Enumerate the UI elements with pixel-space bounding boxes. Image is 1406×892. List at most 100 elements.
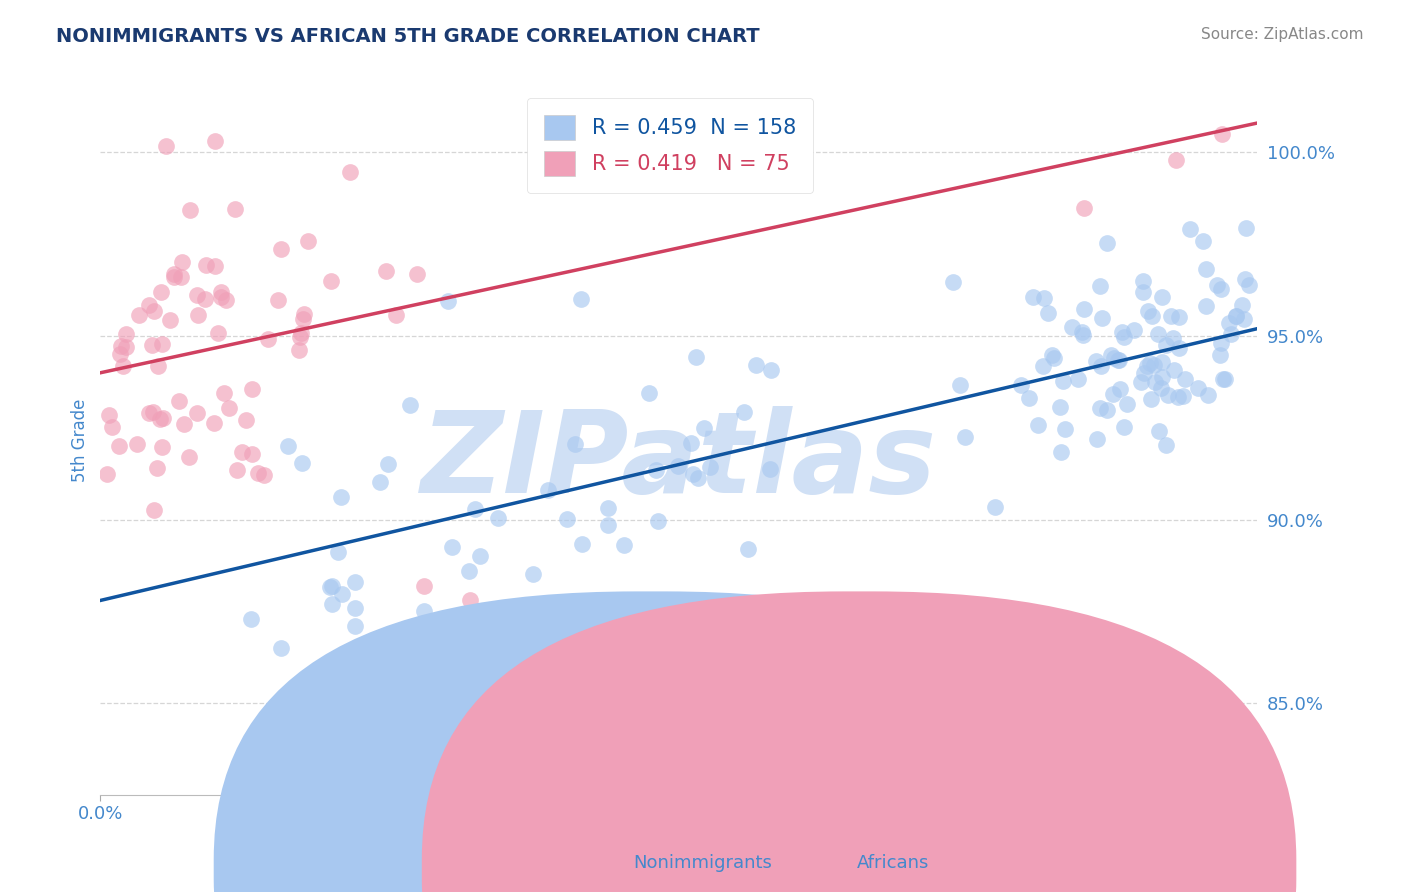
Point <box>1171 388 1194 402</box>
Point <box>1108 352 1130 367</box>
Point <box>571 537 593 551</box>
Point <box>1218 316 1240 330</box>
Point <box>149 411 172 425</box>
Point <box>1237 278 1260 293</box>
Point <box>1161 331 1184 345</box>
Point <box>1032 291 1054 305</box>
Point <box>1112 330 1135 344</box>
Point <box>239 612 262 626</box>
Point <box>288 330 311 344</box>
Point <box>949 378 972 392</box>
Point <box>292 307 315 321</box>
Point <box>436 674 458 689</box>
Point <box>1209 336 1232 351</box>
Point <box>596 500 619 515</box>
Point <box>1091 310 1114 325</box>
Point <box>240 447 263 461</box>
Point <box>1109 382 1132 396</box>
Point <box>1099 348 1122 362</box>
Point <box>321 579 343 593</box>
Point <box>458 565 481 579</box>
Point <box>1174 371 1197 385</box>
Point <box>288 343 311 357</box>
Point <box>225 463 247 477</box>
Point <box>496 641 519 656</box>
Point <box>1085 432 1108 446</box>
Point <box>1225 309 1247 323</box>
Point <box>1146 327 1168 342</box>
Point <box>440 540 463 554</box>
Y-axis label: 5th Grade: 5th Grade <box>72 399 89 483</box>
Point <box>1018 392 1040 406</box>
Point <box>204 134 226 148</box>
Point <box>256 333 278 347</box>
Point <box>1212 371 1234 385</box>
Point <box>1049 400 1071 414</box>
Point <box>246 466 269 480</box>
Point <box>368 475 391 489</box>
Point <box>1168 341 1191 355</box>
Point <box>375 264 398 278</box>
Point <box>1102 351 1125 366</box>
Point <box>195 258 218 272</box>
Point <box>621 593 644 607</box>
Point <box>179 450 201 464</box>
Point <box>1022 290 1045 304</box>
Point <box>1209 347 1232 361</box>
Point <box>1116 397 1139 411</box>
Point <box>292 312 315 326</box>
Point <box>297 234 319 248</box>
Point <box>110 339 132 353</box>
Point <box>541 641 564 656</box>
Point <box>270 641 292 656</box>
Point <box>204 259 226 273</box>
Point <box>385 308 408 322</box>
Point <box>321 597 343 611</box>
Point <box>1167 390 1189 404</box>
Point <box>207 326 229 340</box>
Point <box>745 358 768 372</box>
Point <box>1073 301 1095 316</box>
Point <box>343 600 366 615</box>
Point <box>538 640 561 655</box>
Point <box>108 346 131 360</box>
Point <box>1211 127 1233 141</box>
Point <box>152 411 174 425</box>
Point <box>685 351 707 365</box>
Point <box>231 444 253 458</box>
Point <box>179 203 201 218</box>
Point <box>522 624 544 638</box>
Point <box>1085 354 1108 368</box>
Point <box>679 436 702 450</box>
Point <box>343 575 366 590</box>
Point <box>406 267 429 281</box>
Point <box>186 288 208 302</box>
Point <box>1233 312 1256 326</box>
Point <box>173 417 195 431</box>
Text: Africans: Africans <box>856 855 929 872</box>
Point <box>291 456 314 470</box>
Point <box>693 421 716 435</box>
Point <box>413 604 436 618</box>
Point <box>447 630 470 644</box>
Point <box>277 439 299 453</box>
Point <box>1156 388 1178 402</box>
Point <box>186 406 208 420</box>
Point <box>1234 221 1257 235</box>
Point <box>343 619 366 633</box>
Point <box>494 714 516 729</box>
Point <box>159 312 181 326</box>
Point <box>155 139 177 153</box>
Point <box>1129 375 1152 389</box>
Point <box>460 593 482 607</box>
Point <box>194 292 217 306</box>
Point <box>1088 401 1111 415</box>
Point <box>555 512 578 526</box>
Point <box>1150 290 1173 304</box>
Point <box>1152 369 1174 384</box>
Point <box>101 420 124 434</box>
Point <box>1052 375 1074 389</box>
Point <box>486 511 509 525</box>
Point <box>218 401 240 415</box>
Point <box>212 385 235 400</box>
